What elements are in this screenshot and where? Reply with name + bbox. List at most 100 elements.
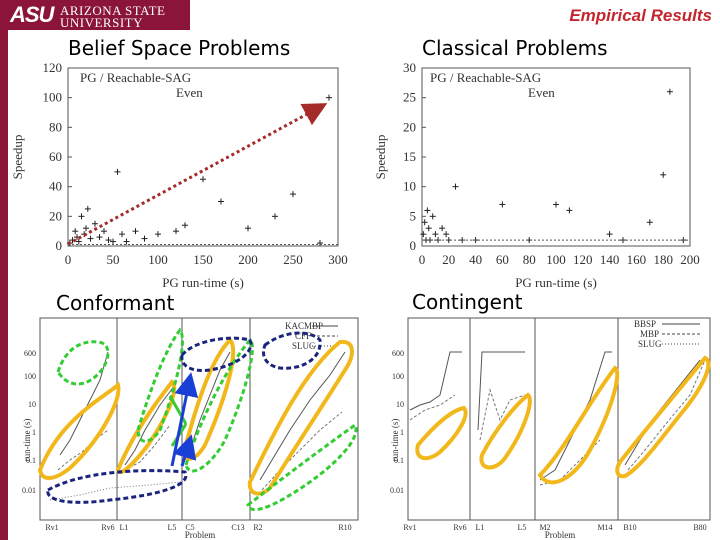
scatter-point <box>182 222 188 229</box>
yellow-highlight <box>615 355 711 479</box>
navy-highlight <box>180 336 253 372</box>
legend-entry-pg: PG / Reachable-SAG <box>430 70 541 85</box>
y-tick-label: 0.1 <box>26 456 36 465</box>
scatter-point <box>499 201 506 208</box>
green-connector <box>168 395 188 425</box>
navy-highlight <box>46 469 188 504</box>
scatter-point <box>432 231 439 238</box>
yellow-highlight <box>37 381 121 480</box>
classical-title: Classical Problems <box>422 36 608 60</box>
x-tick-labels: Rv1 Rv6 L1 L5 M2 M14 B10 B80 <box>403 523 706 532</box>
y-tick-label: 20 <box>49 208 62 223</box>
scatter-point <box>443 231 450 238</box>
x-tick-label: Rv6 <box>101 523 114 532</box>
scatter-point <box>606 231 613 238</box>
x-tick-label: 40 <box>469 252 482 267</box>
legend-entry-kacmbp: KACMBP <box>285 321 323 331</box>
y-tick-label: 10 <box>403 179 416 194</box>
x-axis-label: Problem <box>185 530 216 540</box>
y-tick-label: 100 <box>43 90 63 105</box>
series-curve <box>189 351 231 451</box>
legend-entry-pg: PG / Reachable-SAG <box>80 70 191 85</box>
yellow-highlight <box>115 378 177 474</box>
scatter-point <box>84 205 91 212</box>
legend-entry-cff: CFF <box>295 331 311 341</box>
scatter-point <box>553 201 559 208</box>
x-tick-labels: 0 50 100 150 200 250 300 <box>65 252 348 267</box>
y-tick-label: 1 <box>400 428 404 437</box>
x-axis-label: PG run-time (s) <box>515 275 597 290</box>
yellow-highlight <box>479 392 532 470</box>
y-tick-label: 80 <box>49 119 62 134</box>
navy-highlight <box>262 331 322 370</box>
scatter-point <box>101 228 107 235</box>
x-tick-label: 300 <box>328 252 348 267</box>
legend-entry-even: Even <box>176 85 203 100</box>
scatter-point <box>83 225 89 232</box>
x-tick-label: M2 <box>539 523 550 532</box>
y-axis-label: Speedup <box>373 135 388 180</box>
legend-entry-mbp: MBP <box>640 329 659 339</box>
x-axis-label: PG run-time (s) <box>162 275 244 290</box>
contingent-chart: 0.01 0.1 1 10 100 600 Rv1 Rv6 L1 L5 M2 M14 B10 B80 B… <box>390 317 711 540</box>
scatter-point <box>646 219 653 226</box>
x-tick-label: R2 <box>253 523 262 532</box>
x-tick-label: L1 <box>476 523 485 532</box>
series-curve <box>477 351 525 431</box>
series-curve <box>124 384 176 466</box>
y-axis-label: run-time (s) <box>390 419 400 462</box>
y-tick-label: 20 <box>403 119 416 134</box>
plot-frame <box>407 317 711 521</box>
x-tick-label: 100 <box>148 252 168 267</box>
y-tick-label: 0 <box>56 238 63 253</box>
y-tick-label: 120 <box>43 60 63 75</box>
x-tick-label: 50 <box>107 252 120 267</box>
belief-space-chart: 0 20 40 60 80 100 120 0 50 100 150 200 250 300 PG / … <box>10 60 348 290</box>
plot-frame <box>39 317 359 521</box>
series-curve <box>59 351 109 456</box>
y-tick-label: 25 <box>403 90 416 105</box>
x-tick-label: 140 <box>600 252 620 267</box>
y-tick-label: 1 <box>32 428 36 437</box>
x-tick-label: Rv6 <box>453 523 466 532</box>
y-tick-label: 0.01 <box>390 486 404 495</box>
scatter-point <box>326 94 332 101</box>
slide-title: Empirical Results <box>569 6 712 25</box>
x-tick-label: 200 <box>238 252 258 267</box>
scatter-point <box>110 238 116 245</box>
x-tick-label: C5 <box>185 523 194 532</box>
y-tick-label: 15 <box>403 149 416 164</box>
scatter-point <box>75 238 82 245</box>
x-tick-label: 200 <box>680 252 700 267</box>
plot-frame <box>67 67 339 247</box>
x-tick-label: B10 <box>623 523 636 532</box>
scatter-point <box>105 237 112 244</box>
x-tick-label: 160 <box>627 252 647 267</box>
scatter-point <box>439 225 446 232</box>
series-curve <box>259 351 346 481</box>
scatter-point <box>425 225 432 232</box>
classical-chart: 0 5 10 15 20 25 30 0 20 40 60 80 100 120 140 160 180 200… <box>373 60 700 290</box>
scatter-point <box>141 235 148 242</box>
y-tick-labels: 0 5 10 15 20 25 30 <box>403 60 426 253</box>
legend-entry-even: Even <box>528 85 555 100</box>
x-tick-label: 120 <box>573 252 593 267</box>
scatter-point <box>566 207 573 214</box>
scatter-point <box>200 176 206 183</box>
legend-entry-slug: SLUG <box>638 339 662 349</box>
x-tick-label: 80 <box>523 252 536 267</box>
scatter-point <box>72 228 79 235</box>
scatter-point <box>421 219 428 226</box>
y-tick-labels: 0.01 0.1 1 10 100 600 <box>390 349 404 495</box>
blue-arrow <box>173 434 197 467</box>
x-tick-label: L1 <box>120 523 129 532</box>
x-tick-label: M14 <box>597 523 612 532</box>
x-tick-label: 60 <box>496 252 509 267</box>
y-tick-label: 10 <box>396 400 404 409</box>
x-tick-labels: Rv1 Rv6 L1 L5 C5 C13 R2 R10 <box>45 523 351 532</box>
x-tick-label: L5 <box>518 523 527 532</box>
contingent-title: Contingent <box>412 290 523 314</box>
logo-line-1: ARIZONA STATE <box>60 3 166 18</box>
scatter-point <box>173 228 179 235</box>
